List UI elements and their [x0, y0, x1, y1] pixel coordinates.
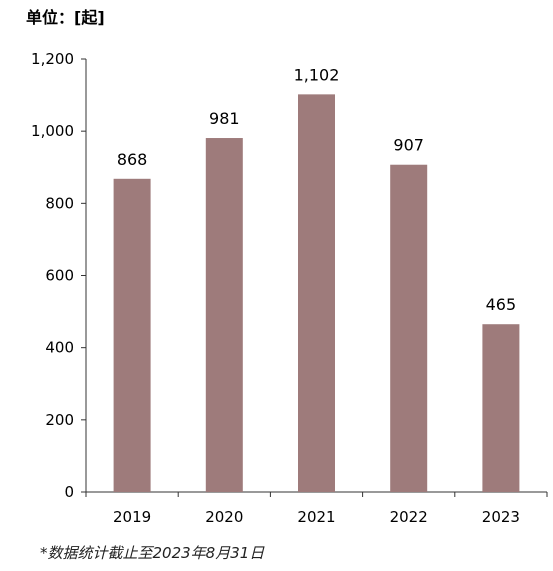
data-label-2020: 981	[209, 109, 240, 128]
x-tick-label-2020: 2020	[205, 508, 243, 526]
bar-2023	[482, 324, 520, 492]
x-tick-label-2019: 2019	[113, 508, 151, 526]
unit-label: 单位：[起]	[26, 8, 105, 27]
x-tick-label-2022: 2022	[390, 508, 428, 526]
y-tick-label: 0	[64, 483, 74, 501]
bar-2021	[298, 94, 335, 492]
y-axis: 0 200 400 600 800 1,000 1,200	[31, 50, 87, 501]
data-label-2022: 907	[393, 136, 424, 155]
y-tick-label: 400	[45, 339, 74, 357]
y-tick-label: 1,000	[31, 122, 74, 140]
x-axis: 2019 2020 2021 2022 2023	[85, 491, 548, 526]
y-tick-label: 800	[45, 194, 74, 212]
x-tick-label-2023: 2023	[482, 508, 520, 526]
bars	[113, 94, 520, 492]
data-label-2023: 465	[486, 295, 517, 314]
data-label-2021: 1,102	[294, 65, 340, 84]
footnote: *数据统计截止至2023年8月31日	[40, 544, 265, 562]
y-tick-label: 1,200	[31, 50, 74, 68]
y-tick-label: 200	[45, 411, 74, 429]
bar-2020	[205, 138, 243, 492]
x-tick-label-2021: 2021	[297, 508, 335, 526]
bar-2019	[113, 178, 151, 492]
data-label-2019: 868	[117, 150, 148, 169]
y-tick-label: 600	[45, 267, 74, 285]
data-labels: 868 981 1,102 907 465	[117, 65, 516, 314]
bar-2022	[390, 164, 428, 492]
